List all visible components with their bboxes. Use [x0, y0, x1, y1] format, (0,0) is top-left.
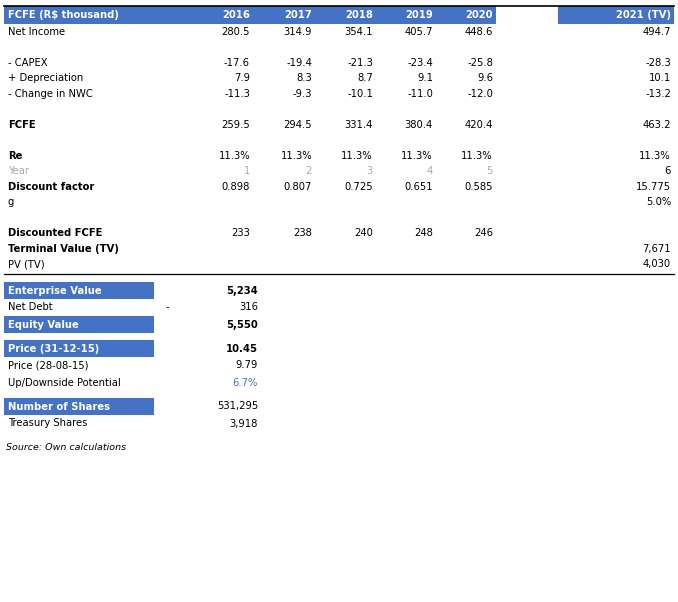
Text: 0.807: 0.807 [283, 182, 312, 192]
Text: -11.3: -11.3 [224, 88, 250, 99]
Text: -: - [165, 302, 169, 312]
Bar [558, 6, 674, 24]
Text: - Change in NWC: - Change in NWC [8, 88, 93, 99]
Text: 405.7: 405.7 [405, 26, 433, 37]
Text: -19.4: -19.4 [286, 58, 312, 68]
Text: Equity Value: Equity Value [8, 320, 79, 329]
Text: 531,295: 531,295 [217, 402, 258, 412]
Bar [4, 398, 154, 415]
Text: -17.6: -17.6 [224, 58, 250, 68]
Bar [4, 340, 154, 357]
Text: 10.45: 10.45 [226, 344, 258, 353]
Text: 9.6: 9.6 [477, 73, 493, 83]
Text: Discounted FCFE: Discounted FCFE [8, 228, 102, 238]
Text: -21.3: -21.3 [347, 58, 373, 68]
Text: Discount factor: Discount factor [8, 182, 94, 192]
Text: 4: 4 [426, 166, 433, 176]
Text: -23.4: -23.4 [407, 58, 433, 68]
Text: 0.898: 0.898 [222, 182, 250, 192]
Text: 380.4: 380.4 [405, 120, 433, 130]
Text: 5.0%: 5.0% [645, 197, 671, 207]
Text: Number of Shares: Number of Shares [8, 402, 110, 412]
Text: 4,030: 4,030 [643, 259, 671, 269]
Text: 10.1: 10.1 [649, 73, 671, 83]
Text: 11.3%: 11.3% [461, 150, 493, 161]
Text: 0.651: 0.651 [404, 182, 433, 192]
Text: -13.2: -13.2 [645, 88, 671, 99]
Text: 2017: 2017 [284, 10, 312, 20]
Text: 5,550: 5,550 [226, 320, 258, 329]
Text: 9.1: 9.1 [417, 73, 433, 83]
Text: 3: 3 [367, 166, 373, 176]
Text: Net Income: Net Income [8, 26, 65, 37]
Text: 2018: 2018 [345, 10, 373, 20]
Text: 316: 316 [239, 302, 258, 312]
Text: -12.0: -12.0 [467, 88, 493, 99]
Text: 238: 238 [293, 228, 312, 238]
Text: 246: 246 [474, 228, 493, 238]
Text: 233: 233 [231, 228, 250, 238]
Text: FCFE: FCFE [8, 120, 36, 130]
Text: 420.4: 420.4 [464, 120, 493, 130]
Text: 11.3%: 11.3% [639, 150, 671, 161]
Text: Enterprise Value: Enterprise Value [8, 285, 102, 296]
Bar [4, 6, 496, 24]
Text: Price (31-12-15): Price (31-12-15) [8, 344, 99, 353]
Text: 7.9: 7.9 [234, 73, 250, 83]
Text: Treasury Shares: Treasury Shares [8, 418, 87, 429]
Text: 5,234: 5,234 [226, 285, 258, 296]
Bar [4, 316, 154, 333]
Text: 331.4: 331.4 [344, 120, 373, 130]
Text: 1: 1 [243, 166, 250, 176]
Text: 314.9: 314.9 [283, 26, 312, 37]
Text: 11.3%: 11.3% [401, 150, 433, 161]
Text: Price (28-08-15): Price (28-08-15) [8, 361, 89, 370]
Text: Terminal Value (TV): Terminal Value (TV) [8, 244, 119, 254]
Text: 248: 248 [414, 228, 433, 238]
Text: 354.1: 354.1 [344, 26, 373, 37]
Text: -25.8: -25.8 [467, 58, 493, 68]
Text: Up/Downside Potential: Up/Downside Potential [8, 377, 121, 388]
Text: 2021 (TV): 2021 (TV) [616, 10, 671, 20]
Text: g: g [8, 197, 14, 207]
Text: 6.7%: 6.7% [233, 377, 258, 388]
Text: 7,671: 7,671 [642, 244, 671, 254]
Text: 15.775: 15.775 [636, 182, 671, 192]
Text: + Depreciation: + Depreciation [8, 73, 83, 83]
Text: 294.5: 294.5 [283, 120, 312, 130]
Text: 3,918: 3,918 [230, 418, 258, 429]
Text: 259.5: 259.5 [221, 120, 250, 130]
Bar [4, 282, 154, 299]
Text: 5: 5 [487, 166, 493, 176]
Text: 11.3%: 11.3% [218, 150, 250, 161]
Text: 494.7: 494.7 [643, 26, 671, 37]
Text: 11.3%: 11.3% [342, 150, 373, 161]
Text: - CAPEX: - CAPEX [8, 58, 47, 68]
Text: 2: 2 [306, 166, 312, 176]
Text: 448.6: 448.6 [464, 26, 493, 37]
Text: 2019: 2019 [405, 10, 433, 20]
Text: FCFE (R$ thousand): FCFE (R$ thousand) [8, 10, 119, 20]
Text: -11.0: -11.0 [407, 88, 433, 99]
Text: 2016: 2016 [222, 10, 250, 20]
Text: 463.2: 463.2 [643, 120, 671, 130]
Text: Net Debt: Net Debt [8, 302, 53, 312]
Text: 8.7: 8.7 [357, 73, 373, 83]
Text: 240: 240 [354, 228, 373, 238]
Text: 8.3: 8.3 [296, 73, 312, 83]
Text: PV (TV): PV (TV) [8, 259, 45, 269]
Text: Re: Re [8, 150, 22, 161]
Text: Year: Year [8, 166, 29, 176]
Text: Source: Own calculations: Source: Own calculations [6, 443, 126, 452]
Text: -9.3: -9.3 [292, 88, 312, 99]
Text: 2020: 2020 [466, 10, 493, 20]
Text: -28.3: -28.3 [645, 58, 671, 68]
Text: -10.1: -10.1 [347, 88, 373, 99]
Text: 280.5: 280.5 [222, 26, 250, 37]
Text: 0.725: 0.725 [344, 182, 373, 192]
Text: 6: 6 [664, 166, 671, 176]
Text: 0.585: 0.585 [464, 182, 493, 192]
Text: 11.3%: 11.3% [281, 150, 312, 161]
Text: 9.79: 9.79 [236, 361, 258, 370]
